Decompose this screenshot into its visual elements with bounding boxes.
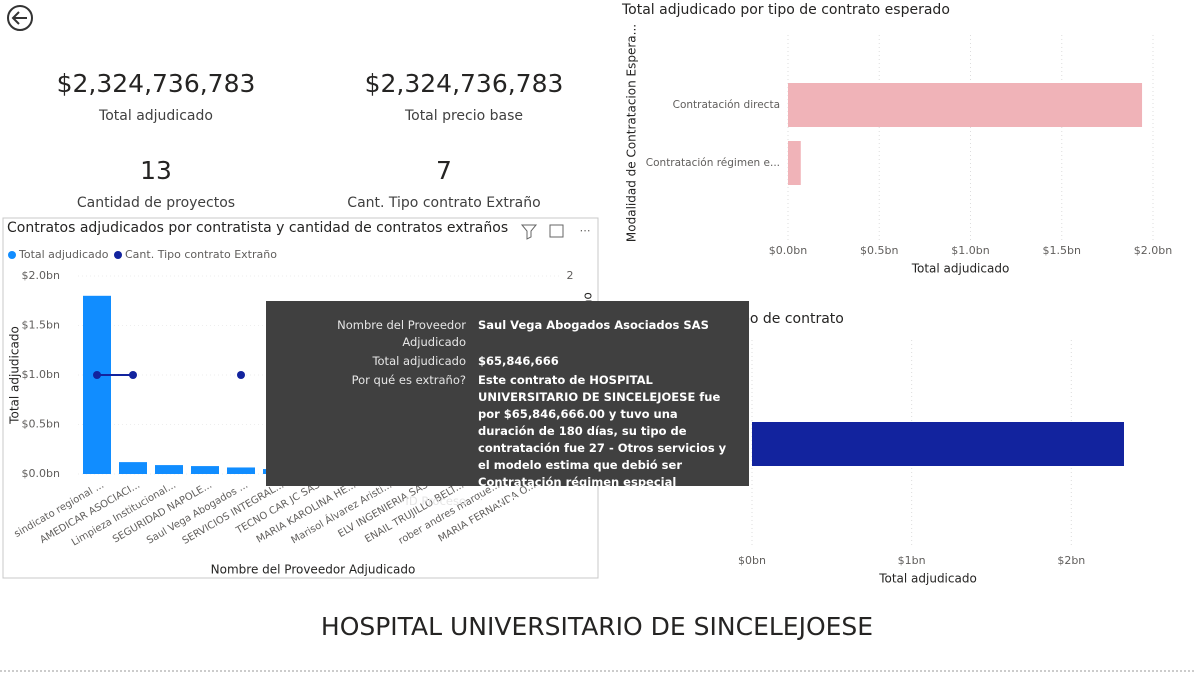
line-point [93, 371, 101, 379]
card-label: Cantidad de proyectos [77, 195, 235, 211]
y-axis-label: Modalidad de Contratacion Espera... [625, 24, 639, 242]
tooltip: Nombre del Proveedor Adjudicado Saul Vega… [266, 301, 749, 508]
card-label: Total precio base [404, 108, 523, 124]
card-label: Cant. Tipo contrato Extraño [347, 195, 540, 211]
tooltip-label: ID Proceso [405, 494, 466, 508]
bar [155, 465, 183, 474]
x-tick-label: $0.5bn [860, 244, 898, 257]
y-tick-label: $1.5bn [22, 319, 60, 332]
tooltip-value: CO1.REQ.3080424 [478, 494, 596, 508]
tooltip-row: Nombre del Proveedor Adjudicado Saul Vega… [276, 317, 738, 353]
tooltip-value: Este contrato de HOSPITAL UNIVERSITARIO … [478, 373, 727, 489]
bar [788, 83, 1143, 127]
bar [191, 466, 219, 474]
back-button[interactable] [7, 5, 33, 31]
y-tick-label: Contratación directa [673, 99, 780, 111]
line-point [129, 371, 137, 379]
focus-icon[interactable] [549, 224, 564, 238]
bar [83, 295, 111, 474]
tooltip-label: Por qué es extraño? [351, 373, 466, 387]
x-axis-label: Nombre del Proveedor Adjudicado [211, 563, 416, 577]
legend-marker [8, 251, 16, 259]
x-tick-label: $2bn [1057, 554, 1085, 567]
tooltip-row: Total adjudicado $65,846,666 [276, 353, 738, 372]
tooltip-row: ID Proceso CO1.REQ.3080424 [276, 493, 738, 512]
card-value: 7 [436, 156, 452, 185]
card-value: $2,324,736,783 [365, 69, 564, 98]
y-tick-label: $0.5bn [22, 418, 60, 431]
bar [227, 467, 255, 474]
tooltip-row: Por qué es extraño? Este contrato de HOSP… [276, 372, 738, 493]
y-axis-label: Total adjudicado [8, 326, 22, 425]
x-tick-label: $0bn [738, 554, 766, 567]
footer-title: HOSPITAL UNIVERSITARIO DE SINCELEJOESE [321, 612, 873, 641]
y-tick-label: $0.0bn [22, 467, 60, 480]
y-tick-label: $1.0bn [22, 368, 60, 381]
card-value: 13 [140, 156, 172, 185]
tooltip-value: Saul Vega Abogados Asociados SAS [478, 318, 709, 332]
legend-label: Total adjudicado [18, 248, 109, 261]
y-tick-label: $2.0bn [22, 269, 60, 282]
tooltip-label: Nombre del Proveedor Adjudicado [337, 318, 466, 349]
more-icon[interactable]: ⋯ [580, 224, 591, 237]
bar [788, 141, 801, 185]
chart-title: Contratos adjudicados por contratista y … [7, 220, 508, 236]
x-tick-label: $1bn [898, 554, 926, 567]
x-axis-label: Total adjudicado [878, 572, 977, 586]
y-tick-label: Contratación régimen e... [646, 157, 780, 169]
tooltip-label: Total adjudicado [372, 354, 466, 368]
y2-tick-label: 2 [567, 269, 574, 282]
tooltip-table: Nombre del Proveedor Adjudicado Saul Vega… [276, 317, 738, 512]
line-point [237, 371, 245, 379]
x-tick-label: $0.0bn [769, 244, 807, 257]
x-axis-label: Total adjudicado [911, 262, 1010, 276]
x-tick-label: $1.5bn [1043, 244, 1081, 257]
x-tick-label: $1.0bn [951, 244, 989, 257]
legend-marker [114, 251, 122, 259]
bar [752, 422, 1124, 466]
chart-title: Total adjudicado por tipo de contrato es… [621, 2, 950, 18]
back-arrow [11, 11, 27, 25]
tooltip-value: $65,846,666 [478, 354, 559, 368]
bar [119, 462, 147, 474]
card-label: Total adjudicado [98, 108, 213, 124]
filter-icon[interactable] [520, 224, 538, 240]
x-tick-label: $2.0bn [1134, 244, 1172, 257]
legend-label: Cant. Tipo contrato Extraño [125, 248, 277, 261]
card-value: $2,324,736,783 [57, 69, 256, 98]
